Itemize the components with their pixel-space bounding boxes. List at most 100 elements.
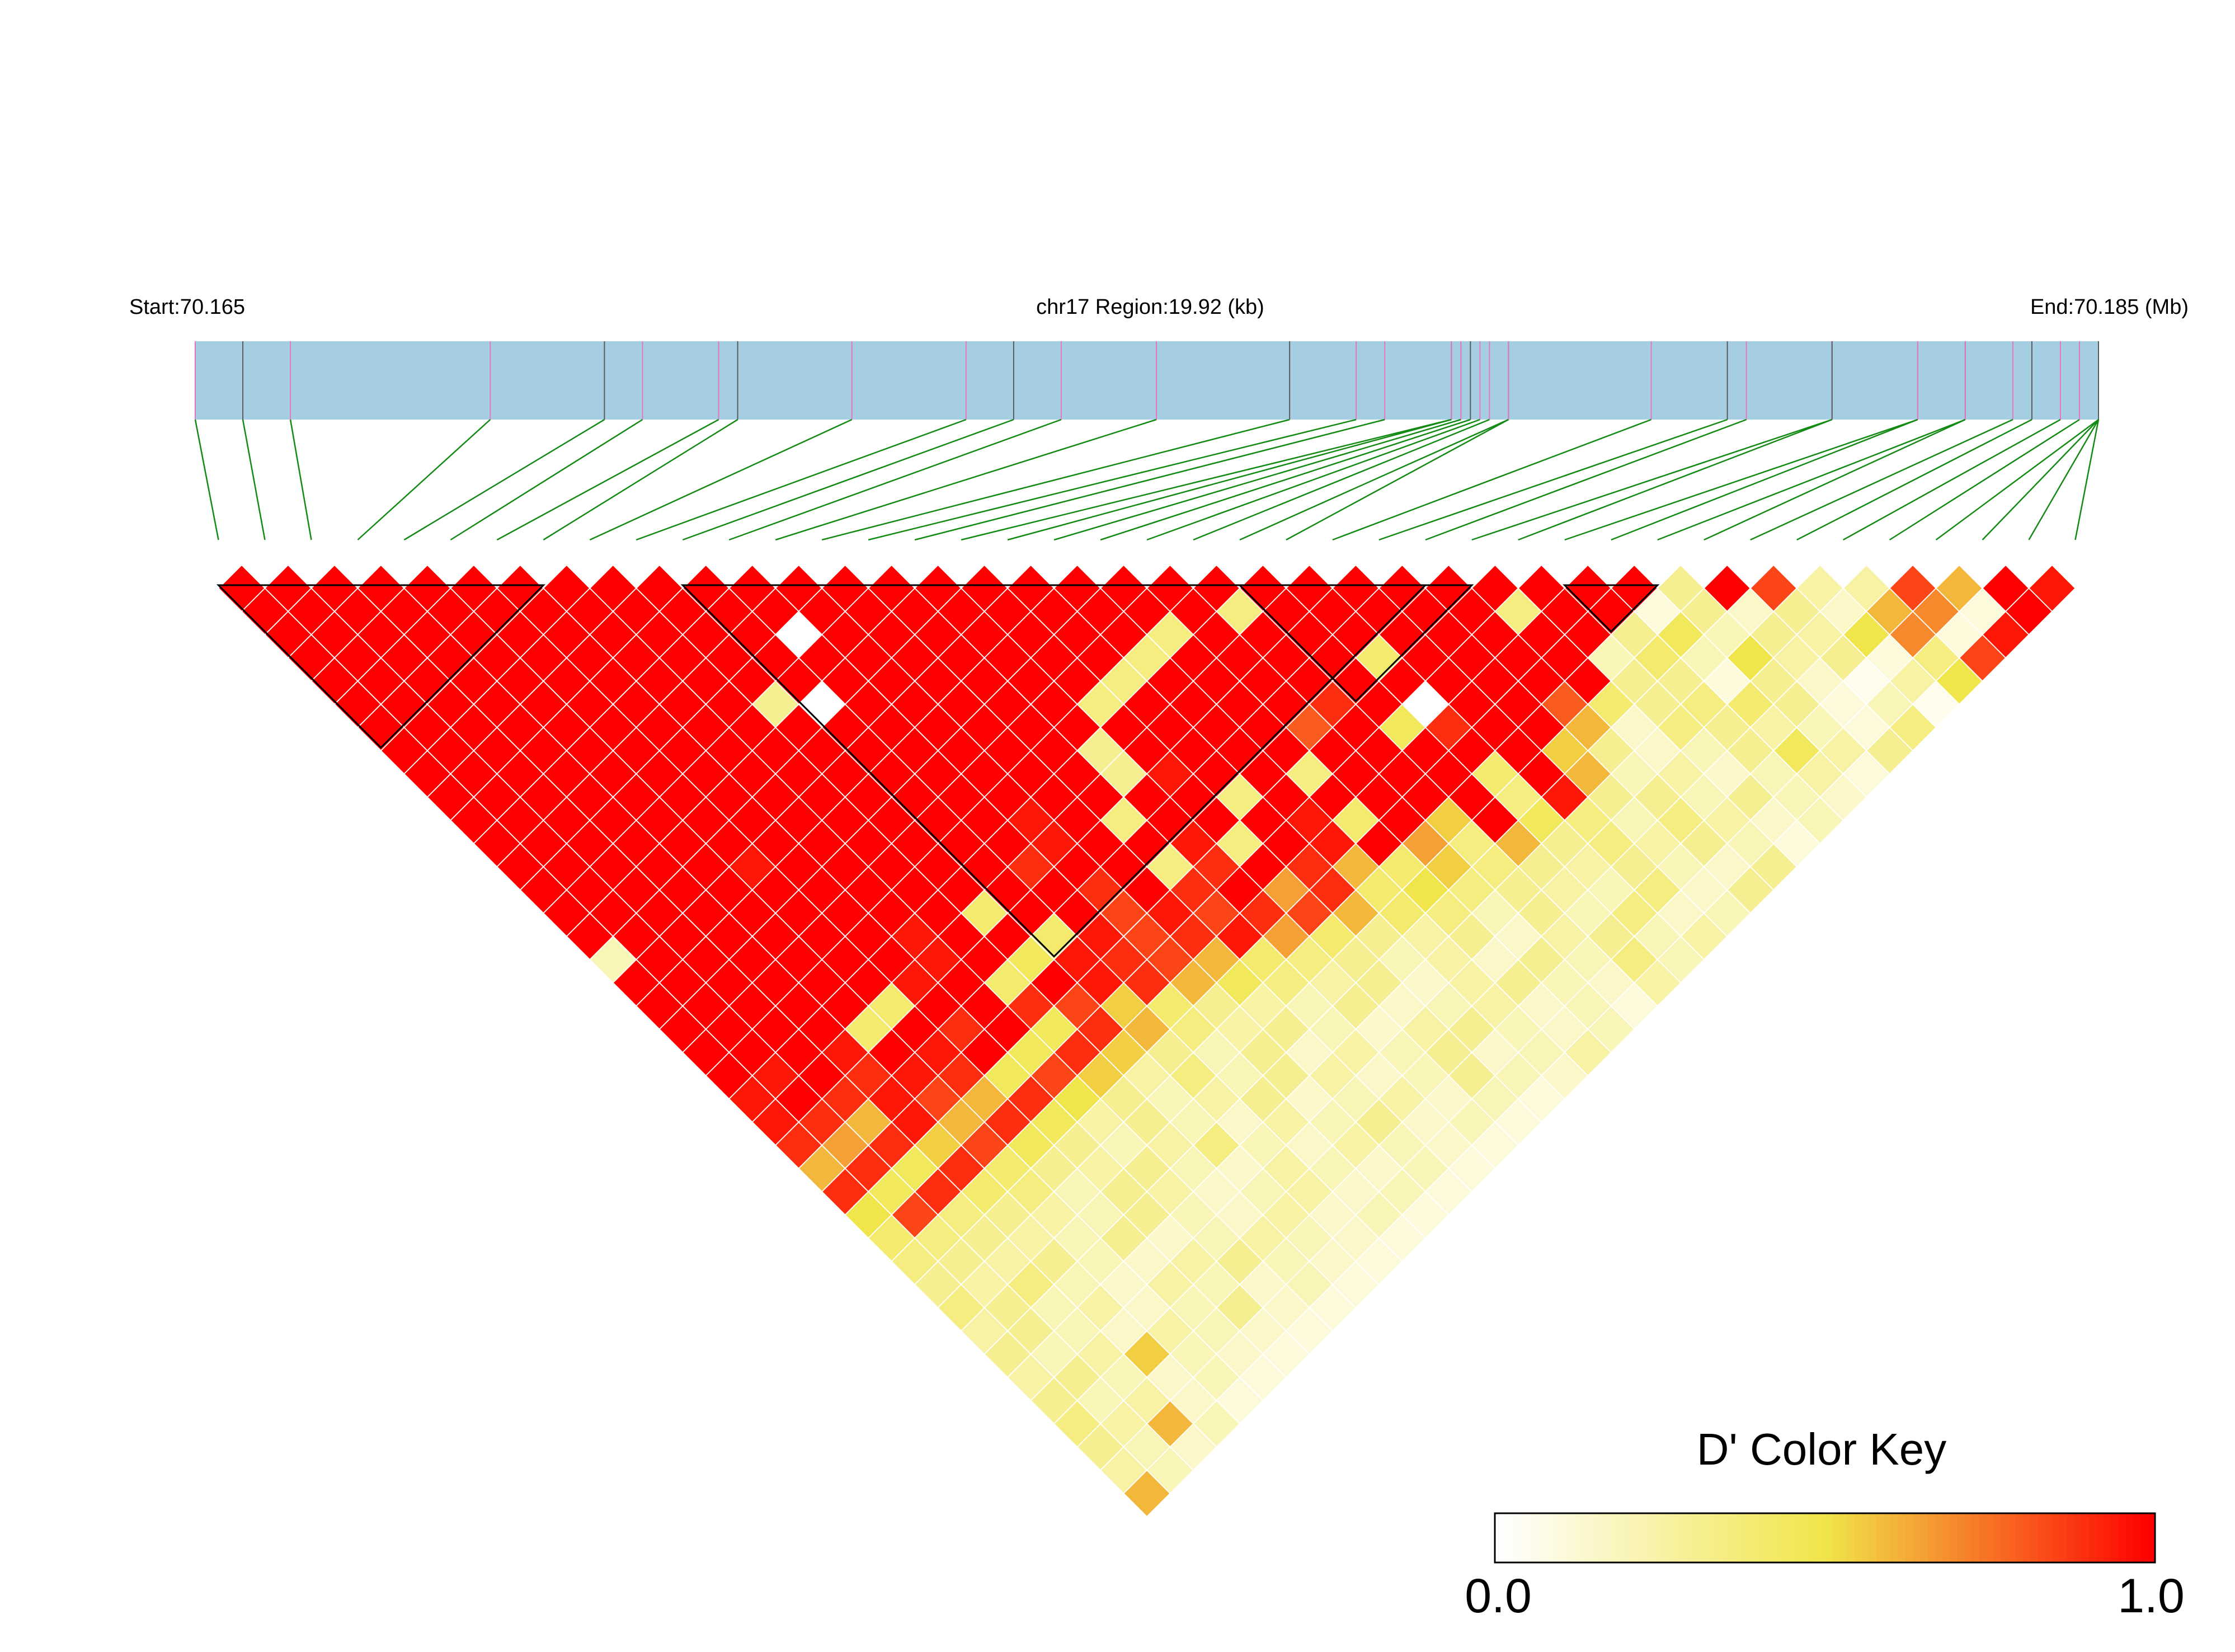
color-key-step — [2001, 1513, 2009, 1562]
color-key-step — [1876, 1513, 1884, 1562]
ld-block-outline — [1563, 584, 1660, 633]
color-key-step — [1971, 1513, 1980, 1562]
color-key-step — [1597, 1513, 1606, 1562]
color-key-title: D' Color Key — [1697, 1424, 1947, 1474]
color-key-step — [1707, 1513, 1716, 1562]
color-key-step — [1773, 1513, 1782, 1562]
snp-connector — [1935, 418, 2099, 541]
color-key-step — [2015, 1513, 2024, 1562]
snp-connector — [682, 418, 1014, 541]
snp-connector — [589, 418, 853, 541]
snp-tick-marks — [195, 341, 2099, 420]
color-key-step — [1509, 1513, 1518, 1562]
color-key-step — [1678, 1513, 1686, 1562]
color-key-step — [2104, 1513, 2112, 1562]
color-key-step — [1920, 1513, 1928, 1562]
color-key-step — [1583, 1513, 1591, 1562]
color-key-step — [1561, 1513, 1569, 1562]
color-key-step — [1935, 1513, 1943, 1562]
color-key-step — [1766, 1513, 1775, 1562]
color-key-step — [1693, 1513, 1701, 1562]
color-key-step — [1524, 1513, 1532, 1562]
color-key-step — [1759, 1513, 1767, 1562]
color-key-step — [1927, 1513, 1936, 1562]
color-key-max-label: 1.0 — [2118, 1569, 2185, 1623]
region-label: chr17 Region:19.92 (kb) — [1036, 295, 1264, 319]
color-key-step — [1715, 1513, 1723, 1562]
snp-connector — [1332, 418, 1651, 541]
snp-connector — [1982, 419, 2099, 540]
snp-connector — [1657, 418, 1966, 541]
color-key-step — [1803, 1513, 1811, 1562]
color-key-step — [1839, 1513, 1848, 1562]
color-key-step — [1832, 1513, 1841, 1562]
color-key-step — [2111, 1513, 2119, 1562]
color-key-step — [1575, 1513, 1584, 1562]
snp-connector — [1471, 418, 1833, 541]
color-key-step — [1942, 1513, 1950, 1562]
color-key-step — [2052, 1513, 2060, 1562]
end-label: End:70.185 (Mb) — [2030, 295, 2189, 319]
snp-connector — [1704, 418, 1966, 541]
color-key-step — [2074, 1513, 2082, 1562]
snp-connector — [1007, 418, 1452, 541]
snp-connector — [1889, 418, 2080, 541]
snp-connector — [1425, 418, 1747, 541]
snp-connector — [1518, 418, 1833, 541]
color-key-step — [1612, 1513, 1620, 1562]
snp-connector — [450, 418, 643, 541]
color-key-step — [1641, 1513, 1650, 1562]
color-key-step — [1605, 1513, 1613, 1562]
ld-block-outline — [680, 584, 1428, 958]
color-key-step — [2089, 1513, 2097, 1562]
color-key-step — [2096, 1513, 2105, 1562]
snp-connector — [636, 418, 967, 541]
color-key-step — [2067, 1513, 2075, 1562]
color-key-step — [1517, 1513, 1525, 1562]
color-key-step — [1869, 1513, 1877, 1562]
snp-connector — [1843, 418, 2061, 541]
snp-position-track — [195, 341, 2098, 420]
color-key-step — [1817, 1513, 1825, 1562]
color-key: D' Color Key 0.0 1.0 — [1465, 1424, 2185, 1623]
color-key-step — [1656, 1513, 1664, 1562]
color-key-step — [2118, 1513, 2126, 1562]
color-key-step — [2125, 1513, 2134, 1562]
color-key-step — [1649, 1513, 1657, 1562]
snp-connector-lines — [194, 418, 2100, 541]
color-key-step — [1810, 1513, 1818, 1562]
color-key-step — [1744, 1513, 1752, 1562]
snp-connector — [1286, 418, 1509, 541]
color-key-step — [1671, 1513, 1679, 1562]
color-key-step — [1861, 1513, 1870, 1562]
snp-connector — [2074, 419, 2100, 540]
snp-connector — [1564, 418, 1918, 541]
snp-connector — [543, 418, 738, 541]
color-key-step — [1663, 1513, 1672, 1562]
color-key-step — [1964, 1513, 1973, 1562]
snp-connector — [1100, 418, 1471, 541]
color-key-step — [1847, 1513, 1855, 1562]
ld-cell — [1123, 1469, 1171, 1518]
snp-connector — [1796, 418, 2032, 541]
color-key-step — [1546, 1513, 1554, 1562]
color-key-step — [1905, 1513, 1914, 1562]
ld-block-outline — [216, 584, 545, 749]
color-key-step — [1590, 1513, 1598, 1562]
color-key-step — [1634, 1513, 1643, 1562]
snp-connector — [1146, 418, 1480, 541]
start-label: Start:70.165 — [129, 295, 245, 319]
color-key-step — [2045, 1513, 2053, 1562]
color-key-step — [1898, 1513, 1907, 1562]
color-key-step — [1781, 1513, 1789, 1562]
color-key-step — [1685, 1513, 1693, 1562]
color-key-min-label: 0.0 — [1465, 1569, 1532, 1623]
ld-block-outline — [1238, 584, 1474, 703]
snp-connector — [868, 418, 1357, 541]
snp-connector — [775, 418, 1157, 541]
color-key-step — [2133, 1513, 2141, 1562]
snp-connector — [1239, 418, 1509, 541]
snp-connector — [1053, 418, 1461, 541]
color-key-step — [1949, 1513, 1958, 1562]
snp-connector — [194, 419, 219, 540]
